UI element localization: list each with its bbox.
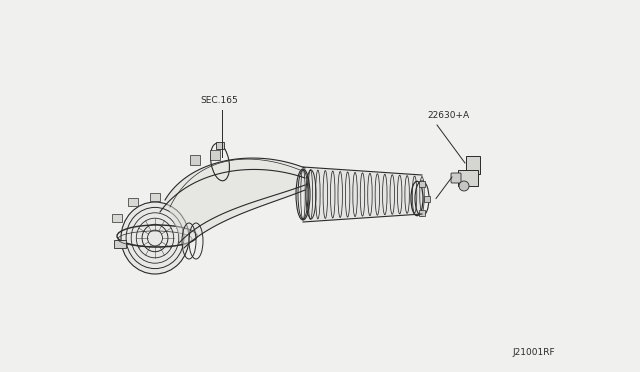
- FancyBboxPatch shape: [210, 150, 220, 160]
- Polygon shape: [303, 167, 422, 222]
- FancyBboxPatch shape: [419, 210, 425, 217]
- Ellipse shape: [121, 202, 189, 274]
- Text: SEC.165: SEC.165: [200, 96, 237, 105]
- FancyBboxPatch shape: [190, 155, 200, 165]
- Polygon shape: [165, 158, 305, 248]
- FancyBboxPatch shape: [115, 240, 126, 247]
- FancyBboxPatch shape: [466, 156, 480, 174]
- FancyBboxPatch shape: [150, 193, 160, 201]
- FancyBboxPatch shape: [216, 142, 224, 149]
- Text: 22630+A: 22630+A: [427, 111, 469, 120]
- FancyBboxPatch shape: [128, 199, 138, 206]
- FancyBboxPatch shape: [458, 170, 478, 186]
- FancyBboxPatch shape: [424, 196, 430, 202]
- FancyBboxPatch shape: [419, 181, 425, 187]
- Circle shape: [459, 181, 469, 191]
- FancyBboxPatch shape: [112, 214, 122, 221]
- FancyBboxPatch shape: [451, 173, 461, 183]
- Text: J21001RF: J21001RF: [513, 348, 555, 357]
